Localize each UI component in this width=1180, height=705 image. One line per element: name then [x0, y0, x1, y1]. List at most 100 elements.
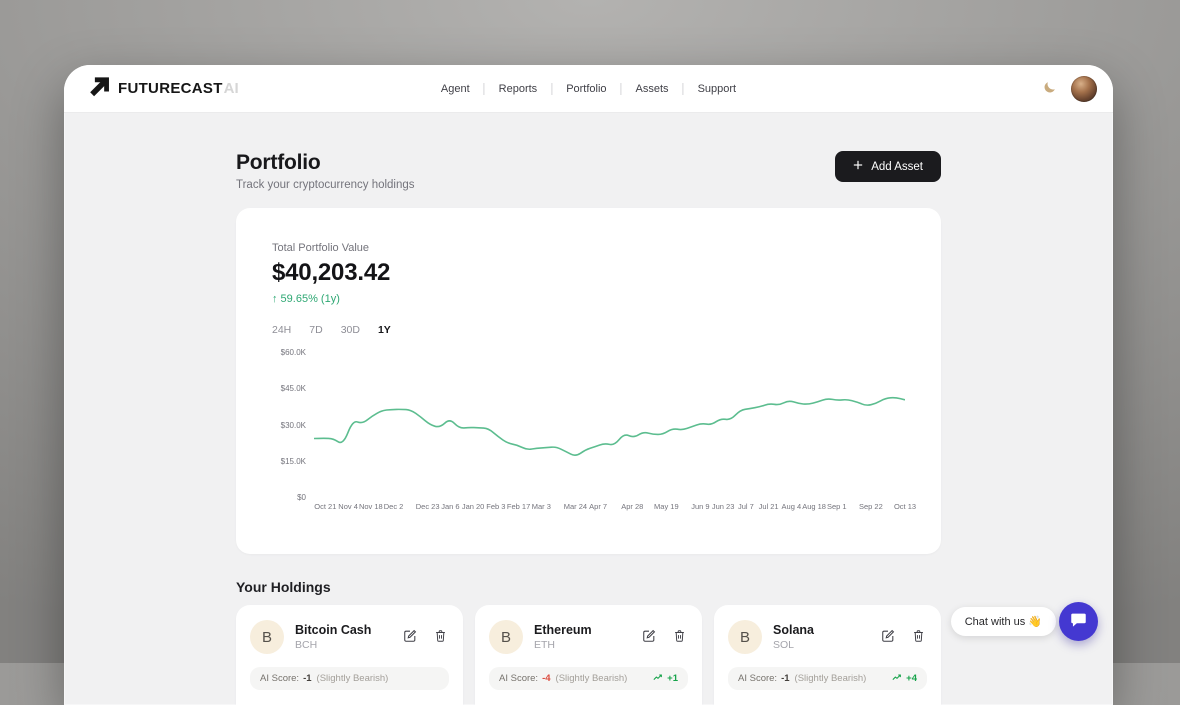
holdings-section-title: Your Holdings	[236, 579, 941, 595]
edit-asset-button[interactable]	[642, 629, 656, 646]
page-subtitle: Track your cryptocurrency holdings	[236, 179, 415, 191]
x-tick-label: Mar 3	[532, 502, 551, 511]
dark-mode-toggle[interactable]	[1042, 80, 1057, 98]
nav-item-support[interactable]: Support	[698, 83, 737, 95]
coin-badge: B	[250, 620, 284, 654]
ai-score-row: AI Score: -1 (Slightly Bearish)	[250, 667, 449, 690]
brand-suffix: AI	[224, 80, 239, 97]
trash-icon	[912, 629, 925, 646]
brand-logo[interactable]: FUTURECASTAI	[88, 75, 239, 102]
ai-score-row: AI Score: -4 (Slightly Bearish) +1	[489, 667, 688, 690]
time-range-tabs: 24H 7D 30D 1Y	[272, 324, 905, 336]
trend-up-icon	[892, 673, 902, 684]
trend-up-icon	[653, 673, 663, 684]
holding-card-sol: B Solana SOL AI Score:	[714, 605, 941, 705]
chat-launcher-button[interactable]	[1059, 602, 1098, 641]
x-tick-label: Apr 7	[589, 502, 607, 511]
brand-name: FUTURECAST	[118, 80, 223, 97]
y-tick-label: $60.0K	[281, 348, 306, 357]
range-tab-1y[interactable]: 1Y	[378, 324, 391, 336]
arrow-up-right-logo-icon	[88, 75, 110, 102]
portfolio-line-chart	[314, 352, 905, 497]
range-tab-7d[interactable]: 7D	[309, 324, 322, 336]
x-tick-label: Feb 17	[507, 502, 530, 511]
value-change-badge: ↑ 59.65% (1y)	[272, 293, 905, 305]
ai-score-sentiment: (Slightly Bearish)	[556, 673, 628, 684]
delete-asset-button[interactable]	[673, 629, 686, 646]
nav-separator	[621, 83, 622, 95]
y-tick-label: $45.0K	[281, 384, 306, 393]
delete-asset-button[interactable]	[434, 629, 447, 646]
x-tick-label: Aug 4	[782, 502, 802, 511]
x-tick-label: Mar 24	[564, 502, 587, 511]
holding-card-bch: B Bitcoin Cash BCH AI	[236, 605, 463, 705]
coin-badge: B	[728, 620, 762, 654]
x-tick-label: Nov 18	[359, 502, 383, 511]
range-tab-30d[interactable]: 30D	[341, 324, 360, 336]
ai-score-label: AI Score:	[499, 673, 538, 684]
y-tick-label: $0	[297, 493, 306, 502]
x-tick-label: Jun 23	[712, 502, 735, 511]
ai-score-trend: +1	[653, 673, 678, 684]
x-tick-label: Jan 6	[441, 502, 459, 511]
ai-score-sentiment: (Slightly Bearish)	[795, 673, 867, 684]
x-tick-label: Oct 13	[894, 502, 916, 511]
ai-score-value: -4	[542, 673, 550, 684]
ai-score-label: AI Score:	[738, 673, 777, 684]
ai-score-row: AI Score: -1 (Slightly Bearish) +4	[728, 667, 927, 690]
x-tick-label: Jul 21	[759, 502, 779, 511]
x-tick-label: May 19	[654, 502, 679, 511]
portfolio-value-card: Total Portfolio Value $40,203.42 ↑ 59.65…	[236, 208, 941, 554]
trash-icon	[434, 629, 447, 646]
chat-with-us-pill[interactable]: Chat with us 👋	[951, 607, 1056, 636]
total-value-label: Total Portfolio Value	[272, 242, 905, 254]
coin-badge: B	[489, 620, 523, 654]
holding-card-eth: B Ethereum ETH AI Scor	[475, 605, 702, 705]
edit-pencil-icon	[403, 629, 417, 646]
x-tick-label: Jan 20	[462, 502, 485, 511]
coin-symbol: ETH	[534, 639, 592, 651]
delete-asset-button[interactable]	[912, 629, 925, 646]
y-tick-label: $15.0K	[281, 457, 306, 466]
chart-y-axis: $60.0K$45.0K$30.0K$15.0K$0	[272, 352, 314, 497]
ai-score-value: -1	[781, 673, 789, 684]
main-content: Portfolio Track your cryptocurrency hold…	[236, 113, 941, 705]
total-value: $40,203.42	[272, 259, 905, 287]
holdings-grid: B Bitcoin Cash BCH AI	[236, 605, 941, 705]
add-asset-button[interactable]: Add Asset	[835, 151, 941, 182]
edit-pencil-icon	[881, 629, 895, 646]
x-tick-label: Dec 2	[384, 502, 404, 511]
edit-asset-button[interactable]	[403, 629, 417, 646]
edit-pencil-icon	[642, 629, 656, 646]
nav-item-reports[interactable]: Reports	[499, 83, 538, 95]
x-tick-label: Dec 23	[416, 502, 440, 511]
app-window: FUTURECASTAI Agent Reports Portfolio Ass…	[64, 65, 1113, 705]
edit-asset-button[interactable]	[881, 629, 895, 646]
x-tick-label: Apr 28	[621, 502, 643, 511]
nav-separator	[551, 83, 552, 95]
x-tick-label: Jul 7	[738, 502, 754, 511]
coin-symbol: SOL	[773, 639, 814, 651]
trash-icon	[673, 629, 686, 646]
x-tick-label: Sep 22	[859, 502, 883, 511]
page-title: Portfolio	[236, 151, 415, 175]
x-tick-label: Feb 3	[486, 502, 505, 511]
nav-item-portfolio[interactable]: Portfolio	[566, 83, 606, 95]
main-nav: Agent Reports Portfolio Assets Support	[441, 65, 736, 112]
y-tick-label: $30.0K	[281, 421, 306, 430]
coin-symbol: BCH	[295, 639, 371, 651]
user-avatar[interactable]	[1071, 76, 1097, 102]
range-tab-24h[interactable]: 24H	[272, 324, 291, 336]
nav-separator	[683, 83, 684, 95]
x-tick-label: Oct 21	[314, 502, 336, 511]
top-navigation-bar: FUTURECASTAI Agent Reports Portfolio Ass…	[64, 65, 1113, 113]
ai-score-trend: +4	[892, 673, 917, 684]
coin-name: Solana	[773, 623, 814, 637]
moon-icon	[1042, 80, 1057, 98]
nav-item-agent[interactable]: Agent	[441, 83, 470, 95]
add-asset-label: Add Asset	[871, 161, 923, 173]
plus-icon	[853, 160, 863, 173]
nav-item-assets[interactable]: Assets	[636, 83, 669, 95]
